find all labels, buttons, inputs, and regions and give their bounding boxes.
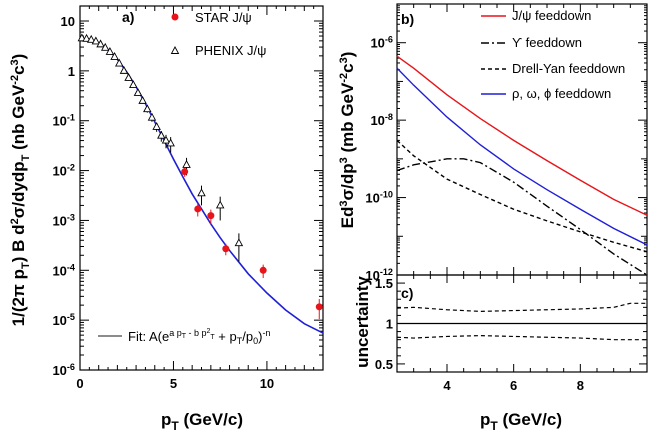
y-tick-label-b: 10-6 [370, 35, 393, 51]
series-line-c-2 [397, 336, 647, 340]
series-line-b-2 [397, 140, 647, 251]
y-tick-label-b: 10-8 [370, 112, 393, 128]
phenix-point [120, 67, 127, 74]
phenix-point [144, 105, 151, 112]
x-tick-label-a: 5 [170, 376, 177, 391]
phenix-point [183, 161, 190, 168]
star-point [181, 168, 188, 175]
legend-marker-phenix [172, 47, 179, 54]
y-tick-label-a: 10-4 [52, 262, 75, 278]
y-tick-label-c: 1 [386, 317, 393, 332]
y-tick-label-c: 0.5 [375, 357, 393, 372]
phenix-point [198, 189, 205, 196]
y-tick-label-b: 10-10 [365, 190, 393, 206]
series-line-c-1 [397, 303, 647, 311]
legend-marker-star [172, 14, 179, 21]
legend-label-b-1: ϒ feeddown [512, 35, 582, 50]
phenix-point [139, 97, 146, 104]
panel-label-c: c) [401, 285, 413, 301]
panel-label-a: a) [122, 9, 134, 25]
star-point [207, 212, 214, 219]
x-tick-label-c: 4 [443, 378, 451, 393]
x-tick-label-c: 8 [577, 378, 584, 393]
x-tick-label-a: 0 [76, 376, 83, 391]
star-point [316, 303, 323, 310]
y-axis-label-c: uncertainty [353, 276, 372, 368]
y-tick-label-a: 10-3 [52, 212, 75, 228]
phenix-point [116, 60, 123, 66]
y-tick-label-a: 10-5 [52, 312, 75, 328]
y-tick-label-c: 1.5 [375, 276, 393, 291]
x-axis-label-a: pT (GeV/c) [161, 410, 243, 433]
y-tick-label-a: 10 [61, 14, 75, 29]
star-point [194, 205, 201, 212]
series-line-b-0 [397, 56, 647, 215]
phenix-point [235, 239, 242, 246]
phenix-point [134, 89, 141, 96]
x-axis-label-c: pT (GeV/c) [480, 410, 562, 433]
legend-label-b-0: J/ψ feeddown [512, 8, 591, 23]
phenix-point [125, 74, 132, 81]
series-line-b-1 [397, 159, 647, 275]
x-tick-label-c: 6 [510, 378, 517, 393]
y-axis-label-a: 1/(2π pT) B d2σ/dydpT (nb GeV-2c3) [9, 54, 32, 327]
phenix-point [153, 123, 160, 130]
panel-label-b: b) [401, 11, 414, 27]
x-tick-label-a: 10 [260, 376, 274, 391]
star-point [260, 267, 267, 274]
y-tick-label-a: 1 [68, 64, 75, 79]
phenix-point [130, 81, 137, 88]
legend-label-phenix: PHENIX J/ψ [195, 43, 266, 58]
y-tick-label-a: 10-2 [52, 163, 75, 179]
star-point [222, 245, 229, 252]
y-axis-label-b: Ed3σ/dp3 (mb GeV-2c3) [338, 52, 357, 229]
y-tick-label-a: 10-6 [52, 362, 75, 378]
panel-a: 0 5 10 10 1 10-1 10-2 10-3 10-4 10-5 10-6 a) STAR J/… [9, 6, 323, 433]
y-tick-label-a: 10-1 [52, 113, 75, 129]
panel-c: 4 6 8 0.5 1 1.5 c) uncertainty pT (GeV/c) [353, 275, 647, 433]
legend-label-b-3: ρ, ω, ϕ feeddown [512, 86, 611, 101]
phenix-point [158, 132, 165, 139]
phenix-point [148, 114, 155, 121]
legend-label-star: STAR J/ψ [195, 10, 252, 25]
legend-label-b-2: Drell-Yan feeddown [512, 61, 625, 76]
phenix-point [217, 201, 224, 208]
legend-label-fit: Fit: A(ea pT - b p2T + pT/p0)-n [128, 328, 270, 346]
